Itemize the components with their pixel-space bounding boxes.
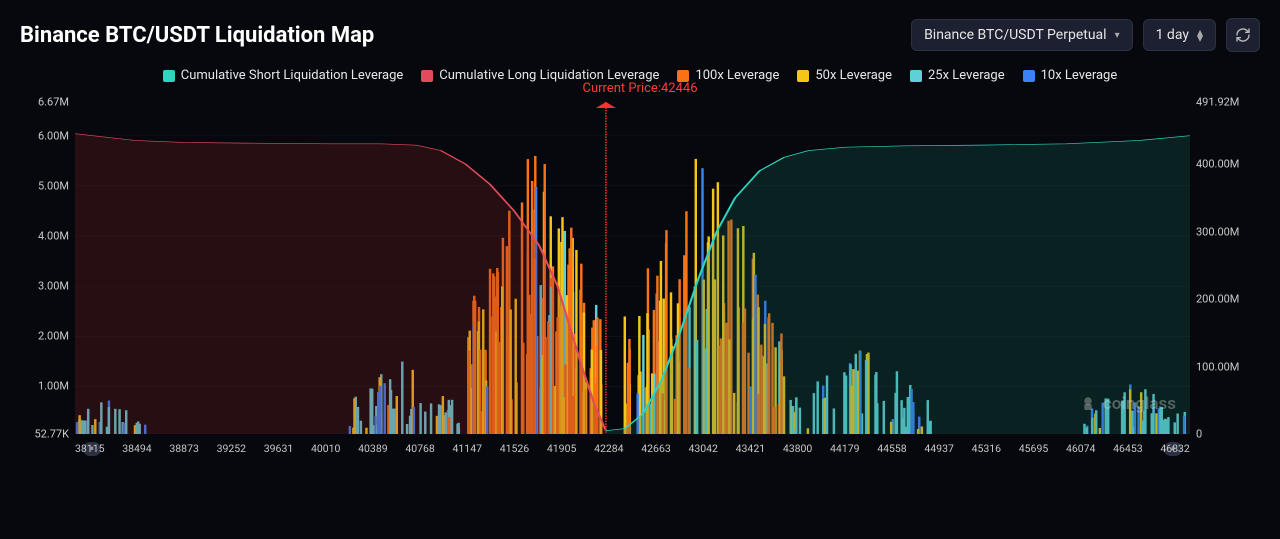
- pair-select[interactable]: Binance BTC/USDT Perpetual ▾: [911, 19, 1133, 51]
- legend-label: 100x Leverage: [695, 68, 779, 83]
- current-price-label: Current Price:42446: [0, 81, 1280, 96]
- y-left-tick: 52.77K: [34, 428, 69, 441]
- x-tick: 45316: [972, 442, 1002, 462]
- legend-item[interactable]: 10x Leverage: [1023, 68, 1118, 83]
- x-tick: 41905: [547, 442, 577, 462]
- y-left-tick: 3.00M: [38, 280, 69, 293]
- y-left-tick: 6.67M: [38, 96, 69, 109]
- x-tick: 44558: [877, 442, 907, 462]
- range-select-label: 1 day: [1156, 27, 1189, 43]
- x-tick: 46453: [1113, 442, 1143, 462]
- y-left-tick: 1.00M: [38, 380, 69, 393]
- x-tick: 45695: [1019, 442, 1049, 462]
- legend-swatch: [677, 70, 689, 82]
- y-left-tick: 2.00M: [38, 330, 69, 343]
- x-tick: 46074: [1066, 442, 1096, 462]
- chevron-down-icon: ▾: [1115, 30, 1120, 41]
- x-tick: 42284: [594, 442, 624, 462]
- x-tick: 41147: [453, 442, 483, 462]
- legend-item[interactable]: Cumulative Short Liquidation Leverage: [163, 68, 404, 83]
- x-tick: 46832: [1160, 442, 1190, 462]
- x-tick: 39252: [217, 442, 247, 462]
- x-tick: 41526: [500, 442, 530, 462]
- legend-label: 25x Leverage: [928, 68, 1005, 83]
- y-right-tick: 200.00M: [1196, 293, 1239, 306]
- x-tick: 40768: [405, 442, 435, 462]
- y-left-tick: 4.00M: [38, 229, 69, 242]
- legend-label: 50x Leverage: [815, 68, 892, 83]
- y-left-tick: 5.00M: [38, 179, 69, 192]
- x-axis: 38115 38494 38873 39252 39631 40010 40389 40768…: [75, 442, 1190, 462]
- x-tick: 38494: [122, 442, 152, 462]
- legend-swatch: [163, 70, 175, 82]
- y-right-tick: 300.00M: [1196, 225, 1239, 238]
- x-tick: 43042: [688, 442, 718, 462]
- y-right-tick: 100.00M: [1196, 360, 1239, 373]
- legend-label: 10x Leverage: [1041, 68, 1118, 83]
- refresh-button[interactable]: [1226, 18, 1260, 52]
- x-tick: 38873: [169, 442, 199, 462]
- x-tick: 42663: [641, 442, 671, 462]
- liquidation-chart: 6.67M6.00M5.00M4.00M3.00M2.00M1.00M52.77…: [20, 102, 1260, 462]
- header-controls: Binance BTC/USDT Perpetual ▾ 1 day ▴▾: [911, 18, 1260, 52]
- x-tick: 43800: [783, 442, 813, 462]
- x-tick: 38115: [75, 442, 105, 462]
- x-tick: 39631: [264, 442, 294, 462]
- page-title: Binance BTC/USDT Liquidation Map: [20, 23, 374, 48]
- x-tick: 44179: [830, 442, 860, 462]
- legend-label: Cumulative Short Liquidation Leverage: [181, 68, 404, 83]
- legend-item[interactable]: 25x Leverage: [910, 68, 1005, 83]
- chart-plot-area[interactable]: ⏸ ⏸: [75, 102, 1190, 434]
- legend-swatch: [797, 70, 809, 82]
- range-select[interactable]: 1 day ▴▾: [1143, 19, 1216, 51]
- y-right-tick: 491.92M: [1196, 96, 1239, 109]
- y-axis-right: 491.92M400.00M300.00M200.00M100.00M0: [1190, 102, 1260, 434]
- legend-swatch: [910, 70, 922, 82]
- x-tick: 40010: [311, 442, 341, 462]
- y-right-tick: 0: [1196, 428, 1202, 441]
- legend-swatch: [421, 70, 433, 82]
- legend-item[interactable]: 50x Leverage: [797, 68, 892, 83]
- y-left-tick: 6.00M: [38, 129, 69, 142]
- x-tick: 40389: [358, 442, 388, 462]
- legend-swatch: [1023, 70, 1035, 82]
- y-axis-left: 6.67M6.00M5.00M4.00M3.00M2.00M1.00M52.77…: [20, 102, 75, 434]
- x-tick: 44937: [924, 442, 954, 462]
- stepper-icon: ▴▾: [1197, 29, 1203, 41]
- pair-select-label: Binance BTC/USDT Perpetual: [924, 27, 1106, 43]
- refresh-icon: [1235, 27, 1251, 43]
- y-right-tick: 400.00M: [1196, 158, 1239, 171]
- x-tick: 43421: [736, 442, 766, 462]
